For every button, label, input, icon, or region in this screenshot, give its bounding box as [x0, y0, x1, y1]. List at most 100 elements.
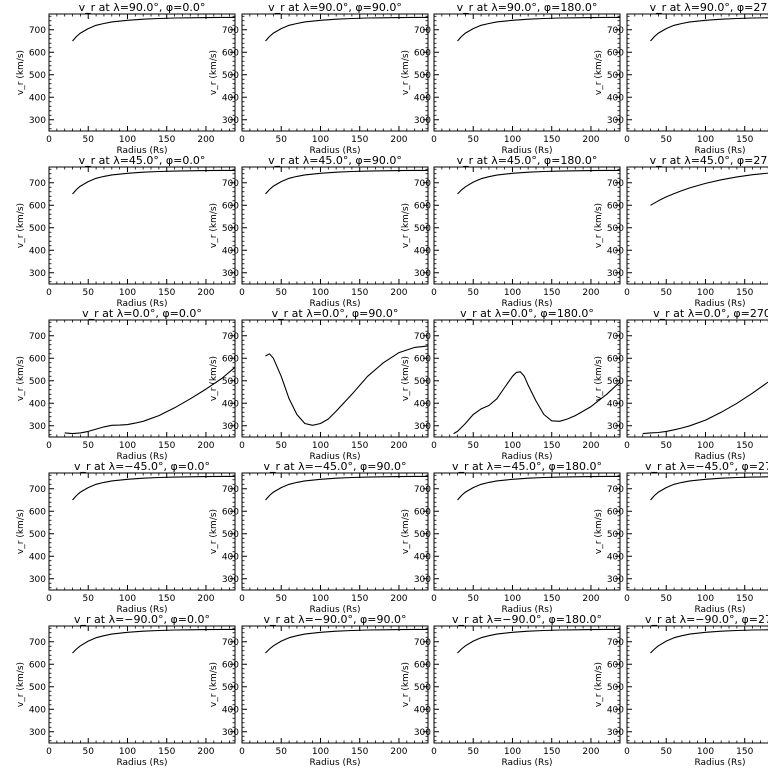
x-tick-label: 150 [543, 288, 560, 298]
y-tick-label: 500 [29, 71, 46, 81]
x-tick-label: 200 [390, 288, 407, 298]
x-tick-label: 100 [697, 594, 714, 604]
y-tick-label: 300 [607, 728, 624, 738]
y-tick-label: 600 [607, 201, 624, 211]
x-tick-label: 50 [468, 747, 480, 757]
series-line-1 [64, 366, 236, 435]
x-tick-label: 0 [46, 747, 52, 757]
plot-title: v_r at λ=0.0°, φ=180.0° [460, 307, 594, 320]
y-tick-label: 500 [222, 530, 239, 540]
series-line-1 [265, 345, 429, 426]
x-tick-label: 50 [661, 135, 673, 145]
x-tick-label: 0 [624, 441, 630, 451]
y-tick-label: 400 [414, 246, 431, 256]
y-axis-label: v_r (km/s) [209, 356, 219, 401]
x-tick-label: 150 [736, 288, 753, 298]
x-axis-label: Radius (Rs) [116, 452, 167, 462]
x-tick-label: 150 [158, 441, 175, 451]
y-tick-label: 500 [607, 683, 624, 693]
x-axis-label: Radius (Rs) [116, 605, 167, 615]
series-line-1 [457, 475, 620, 501]
x-axis-label: Radius (Rs) [501, 146, 552, 156]
x-axis-label: Radius (Rs) [501, 299, 552, 309]
y-tick-label: 400 [607, 399, 624, 409]
x-tick-label: 150 [736, 135, 753, 145]
y-tick-label: 700 [607, 485, 624, 495]
plot-frame [433, 319, 621, 438]
x-tick-label: 0 [239, 288, 245, 298]
y-tick-label: 600 [414, 660, 431, 670]
x-tick-label: 50 [661, 747, 673, 757]
subplot-9: v_r at λ=0.0°, φ=0.0° 0 50 100 150 200 300 400 5… [16, 307, 236, 462]
y-tick-label: 400 [222, 705, 239, 715]
x-tick-label: 100 [504, 288, 521, 298]
series-line-1 [265, 628, 428, 654]
x-tick-label: 100 [697, 747, 714, 757]
y-tick-label: 500 [29, 377, 46, 387]
plot-frame [241, 319, 429, 438]
x-tick-label: 50 [83, 288, 95, 298]
y-tick-label: 300 [29, 269, 46, 279]
y-tick-label: 700 [29, 638, 46, 648]
x-tick-label: 150 [543, 135, 560, 145]
y-tick-label: 600 [607, 48, 624, 58]
x-tick-label: 50 [276, 747, 288, 757]
subplot-1: v_r at λ=90.0°, φ=0.0° 0 50 100 150 200 300 400… [16, 1, 236, 156]
series-line-1 [650, 476, 768, 501]
plot-frame [433, 166, 621, 285]
x-tick-label: 0 [239, 135, 245, 145]
series-line-1 [265, 169, 428, 195]
y-tick-label: 300 [29, 575, 46, 585]
plot-title: v_r at λ=−45.0°, φ=90.0° [264, 460, 407, 473]
plot-frame [626, 13, 768, 132]
x-tick-label: 200 [390, 441, 407, 451]
x-tick-label: 0 [431, 135, 437, 145]
y-tick-label: 500 [414, 224, 431, 234]
plot-frame [241, 625, 429, 744]
x-tick-label: 150 [351, 288, 368, 298]
x-tick-label: 200 [582, 594, 599, 604]
x-tick-label: 100 [312, 288, 329, 298]
y-tick-label: 700 [29, 485, 46, 495]
x-tick-label: 50 [83, 594, 95, 604]
plot-title: v_r at λ=90.0°, φ=270.0° [650, 1, 768, 14]
x-axis-label: Radius (Rs) [116, 758, 167, 768]
x-tick-label: 100 [504, 594, 521, 604]
series-line-1 [650, 17, 768, 42]
x-axis-label: Radius (Rs) [694, 299, 745, 309]
plot-frame [48, 472, 236, 591]
x-tick-label: 100 [119, 288, 136, 298]
x-tick-label: 0 [239, 441, 245, 451]
x-tick-label: 150 [351, 594, 368, 604]
x-tick-label: 150 [543, 594, 560, 604]
series-line-1 [453, 371, 621, 435]
x-tick-label: 200 [582, 288, 599, 298]
y-tick-label: 700 [607, 26, 624, 36]
x-axis-label: Radius (Rs) [501, 758, 552, 768]
series-line-1 [457, 169, 620, 195]
y-tick-label: 700 [29, 332, 46, 342]
plot-frame [433, 472, 621, 591]
x-tick-label: 0 [624, 594, 630, 604]
y-axis-label: v_r (km/s) [16, 203, 26, 248]
plot-title: v_r at λ=0.0°, φ=0.0° [82, 307, 202, 320]
x-tick-label: 50 [276, 135, 288, 145]
y-tick-label: 600 [222, 507, 239, 517]
subplot-10: v_r at λ=0.0°, φ=90.0° 0 50 100 150 200 300 400… [209, 307, 429, 462]
y-axis-label: v_r (km/s) [401, 662, 411, 707]
x-tick-label: 50 [276, 288, 288, 298]
y-axis-label: v_r (km/s) [594, 203, 604, 248]
y-tick-label: 700 [414, 485, 431, 495]
y-tick-label: 700 [222, 26, 239, 36]
subplot-17: v_r at λ=−90.0°, φ=0.0° 0 50 100 150 200 300 40… [16, 613, 236, 768]
x-tick-label: 100 [697, 288, 714, 298]
x-tick-label: 0 [239, 594, 245, 604]
x-tick-label: 200 [582, 747, 599, 757]
y-axis-label: v_r (km/s) [16, 662, 26, 707]
y-tick-label: 400 [29, 399, 46, 409]
series-line-1 [457, 628, 620, 654]
plot-frame [241, 472, 429, 591]
y-tick-label: 500 [222, 71, 239, 81]
y-tick-label: 700 [414, 332, 431, 342]
x-tick-label: 50 [661, 594, 673, 604]
